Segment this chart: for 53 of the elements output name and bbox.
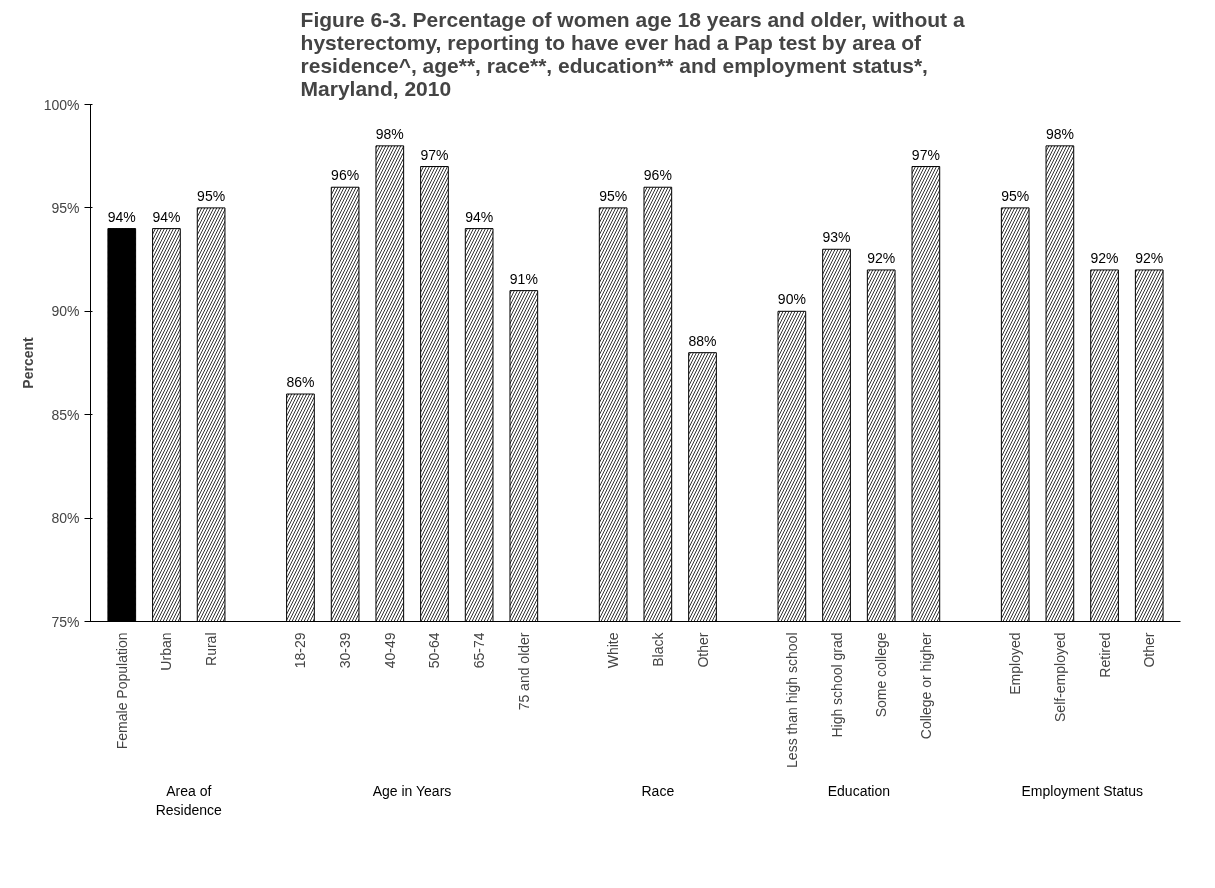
x-tick-label: 30-39	[337, 632, 354, 669]
text: Employment Status	[1021, 783, 1143, 800]
x-tick-label: Female Population	[113, 632, 130, 750]
data-label: 98%	[1045, 125, 1074, 142]
x-tick-label: White	[605, 632, 622, 669]
x-tick-label: Rural	[203, 632, 220, 666]
data-label: 92%	[1135, 249, 1164, 266]
y-tick-label: 90%	[51, 303, 80, 320]
x-tick-label: Retired	[1096, 632, 1113, 678]
x-tick-label: 40-49	[381, 632, 398, 669]
x-tick-label: Black	[649, 631, 666, 667]
x-tick-label: Urban	[158, 632, 175, 671]
x-tick-label: Employed	[1007, 632, 1024, 695]
data-label: 94%	[107, 208, 136, 225]
x-tick-label: 65-74	[471, 632, 488, 669]
data-label: 97%	[420, 146, 449, 163]
data-label: 93%	[822, 229, 851, 246]
data-label: 90%	[777, 291, 806, 308]
x-tick-label: Self-employed	[1051, 632, 1068, 722]
data-label: 95%	[599, 187, 628, 204]
y-tick-label: 75%	[51, 613, 80, 630]
text: Area of Residence	[155, 783, 223, 819]
data-label: 92%	[1090, 249, 1119, 266]
text: Race	[641, 783, 675, 800]
data-label: 97%	[911, 146, 940, 163]
y-axis-title: Percent	[19, 336, 36, 389]
y-tick-label: 85%	[51, 406, 80, 423]
y-tick-label: 80%	[51, 510, 80, 527]
data-label: 91%	[509, 270, 538, 287]
x-tick-label: 50-64	[426, 632, 443, 669]
data-label: 94%	[152, 208, 181, 225]
data-label: 92%	[867, 249, 896, 266]
text: Education	[827, 783, 891, 800]
data-label: 95%	[197, 187, 226, 204]
data-label: 96%	[331, 167, 360, 184]
chart-title: Figure 6-3. Percentage of women age 18 years and older, without a hysterectomy, reporting to have ever had a Pap test by area of residence^, age**, race**, education** and employment status*, Maryland, 2010	[300, 7, 965, 100]
x-tick-label: Some college	[873, 632, 890, 718]
x-tick-label: Less than high school	[783, 632, 800, 768]
y-tick-label: 100%	[43, 96, 80, 113]
text: Age in Years	[372, 783, 452, 800]
data-label: 95%	[1001, 187, 1030, 204]
data-label: 86%	[286, 374, 315, 391]
data-label: 88%	[688, 332, 717, 349]
x-tick-label: Other	[1141, 632, 1158, 668]
y-tick-label: 95%	[51, 199, 80, 216]
data-label: 98%	[375, 125, 404, 142]
data-label: 96%	[643, 167, 672, 184]
x-tick-label: College or higher	[917, 632, 934, 740]
x-tick-label: Other	[694, 632, 711, 668]
x-tick-label: 18-29	[292, 632, 309, 669]
data-label: 94%	[465, 208, 494, 225]
x-tick-label: 75 and older	[515, 632, 532, 711]
x-tick-label: High school grad	[828, 632, 845, 738]
